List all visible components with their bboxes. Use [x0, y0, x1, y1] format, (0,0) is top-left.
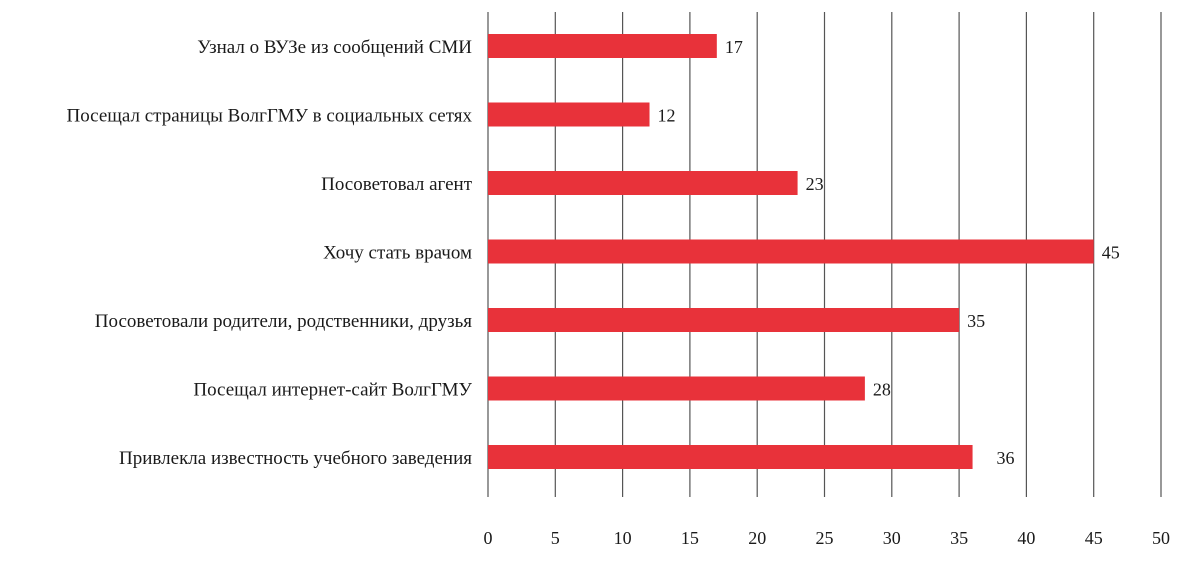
x-tick-label-5: 5 — [551, 528, 560, 548]
value-label-5: 35 — [967, 311, 985, 331]
value-labels: 17 12 23 45 35 28 36 — [658, 37, 1120, 468]
value-label-3: 23 — [806, 174, 824, 194]
category-label-3: Посоветовал агент — [321, 174, 473, 195]
category-label-6: Посещал интернет-сайт ВолгГМУ — [193, 380, 472, 401]
x-axis-tick-labels: 0 5 10 15 20 25 30 35 40 45 50 — [484, 528, 1171, 548]
value-label-1: 17 — [725, 37, 743, 57]
category-label-5: Посоветовали родители, родственники, дру… — [95, 311, 473, 332]
x-tick-label-35: 35 — [950, 528, 968, 548]
value-label-2: 12 — [658, 106, 676, 126]
bar-4 — [488, 239, 1094, 264]
x-tick-label-15: 15 — [681, 528, 699, 548]
value-label-6: 28 — [873, 380, 891, 400]
bar-5 — [488, 308, 960, 332]
bar-1 — [488, 34, 717, 58]
x-tick-label-45: 45 — [1085, 528, 1103, 548]
x-tick-label-10: 10 — [614, 528, 632, 548]
x-tick-label-30: 30 — [883, 528, 901, 548]
category-label-1: Узнал о ВУЗе из сообщений СМИ — [197, 37, 472, 58]
value-label-4: 45 — [1102, 243, 1120, 263]
x-tick-label-0: 0 — [484, 528, 493, 548]
bar-7 — [488, 445, 973, 469]
bar-2 — [488, 102, 650, 127]
x-tick-label-40: 40 — [1017, 528, 1035, 548]
bars — [488, 34, 1094, 469]
category-labels: Узнал о ВУЗе из сообщений СМИ Посещал стр… — [66, 37, 472, 469]
x-tick-label-20: 20 — [748, 528, 766, 548]
category-label-4: Хочу стать врачом — [323, 243, 472, 264]
x-tick-label-25: 25 — [816, 528, 834, 548]
category-label-7: Привлекла известность учебного заведения — [119, 448, 472, 469]
value-label-7: 36 — [997, 448, 1015, 468]
category-label-2: Посещал страницы ВолгГМУ в социальных се… — [66, 106, 472, 127]
bar-6 — [488, 376, 865, 401]
bar-3 — [488, 171, 798, 195]
x-tick-label-50: 50 — [1152, 528, 1170, 548]
